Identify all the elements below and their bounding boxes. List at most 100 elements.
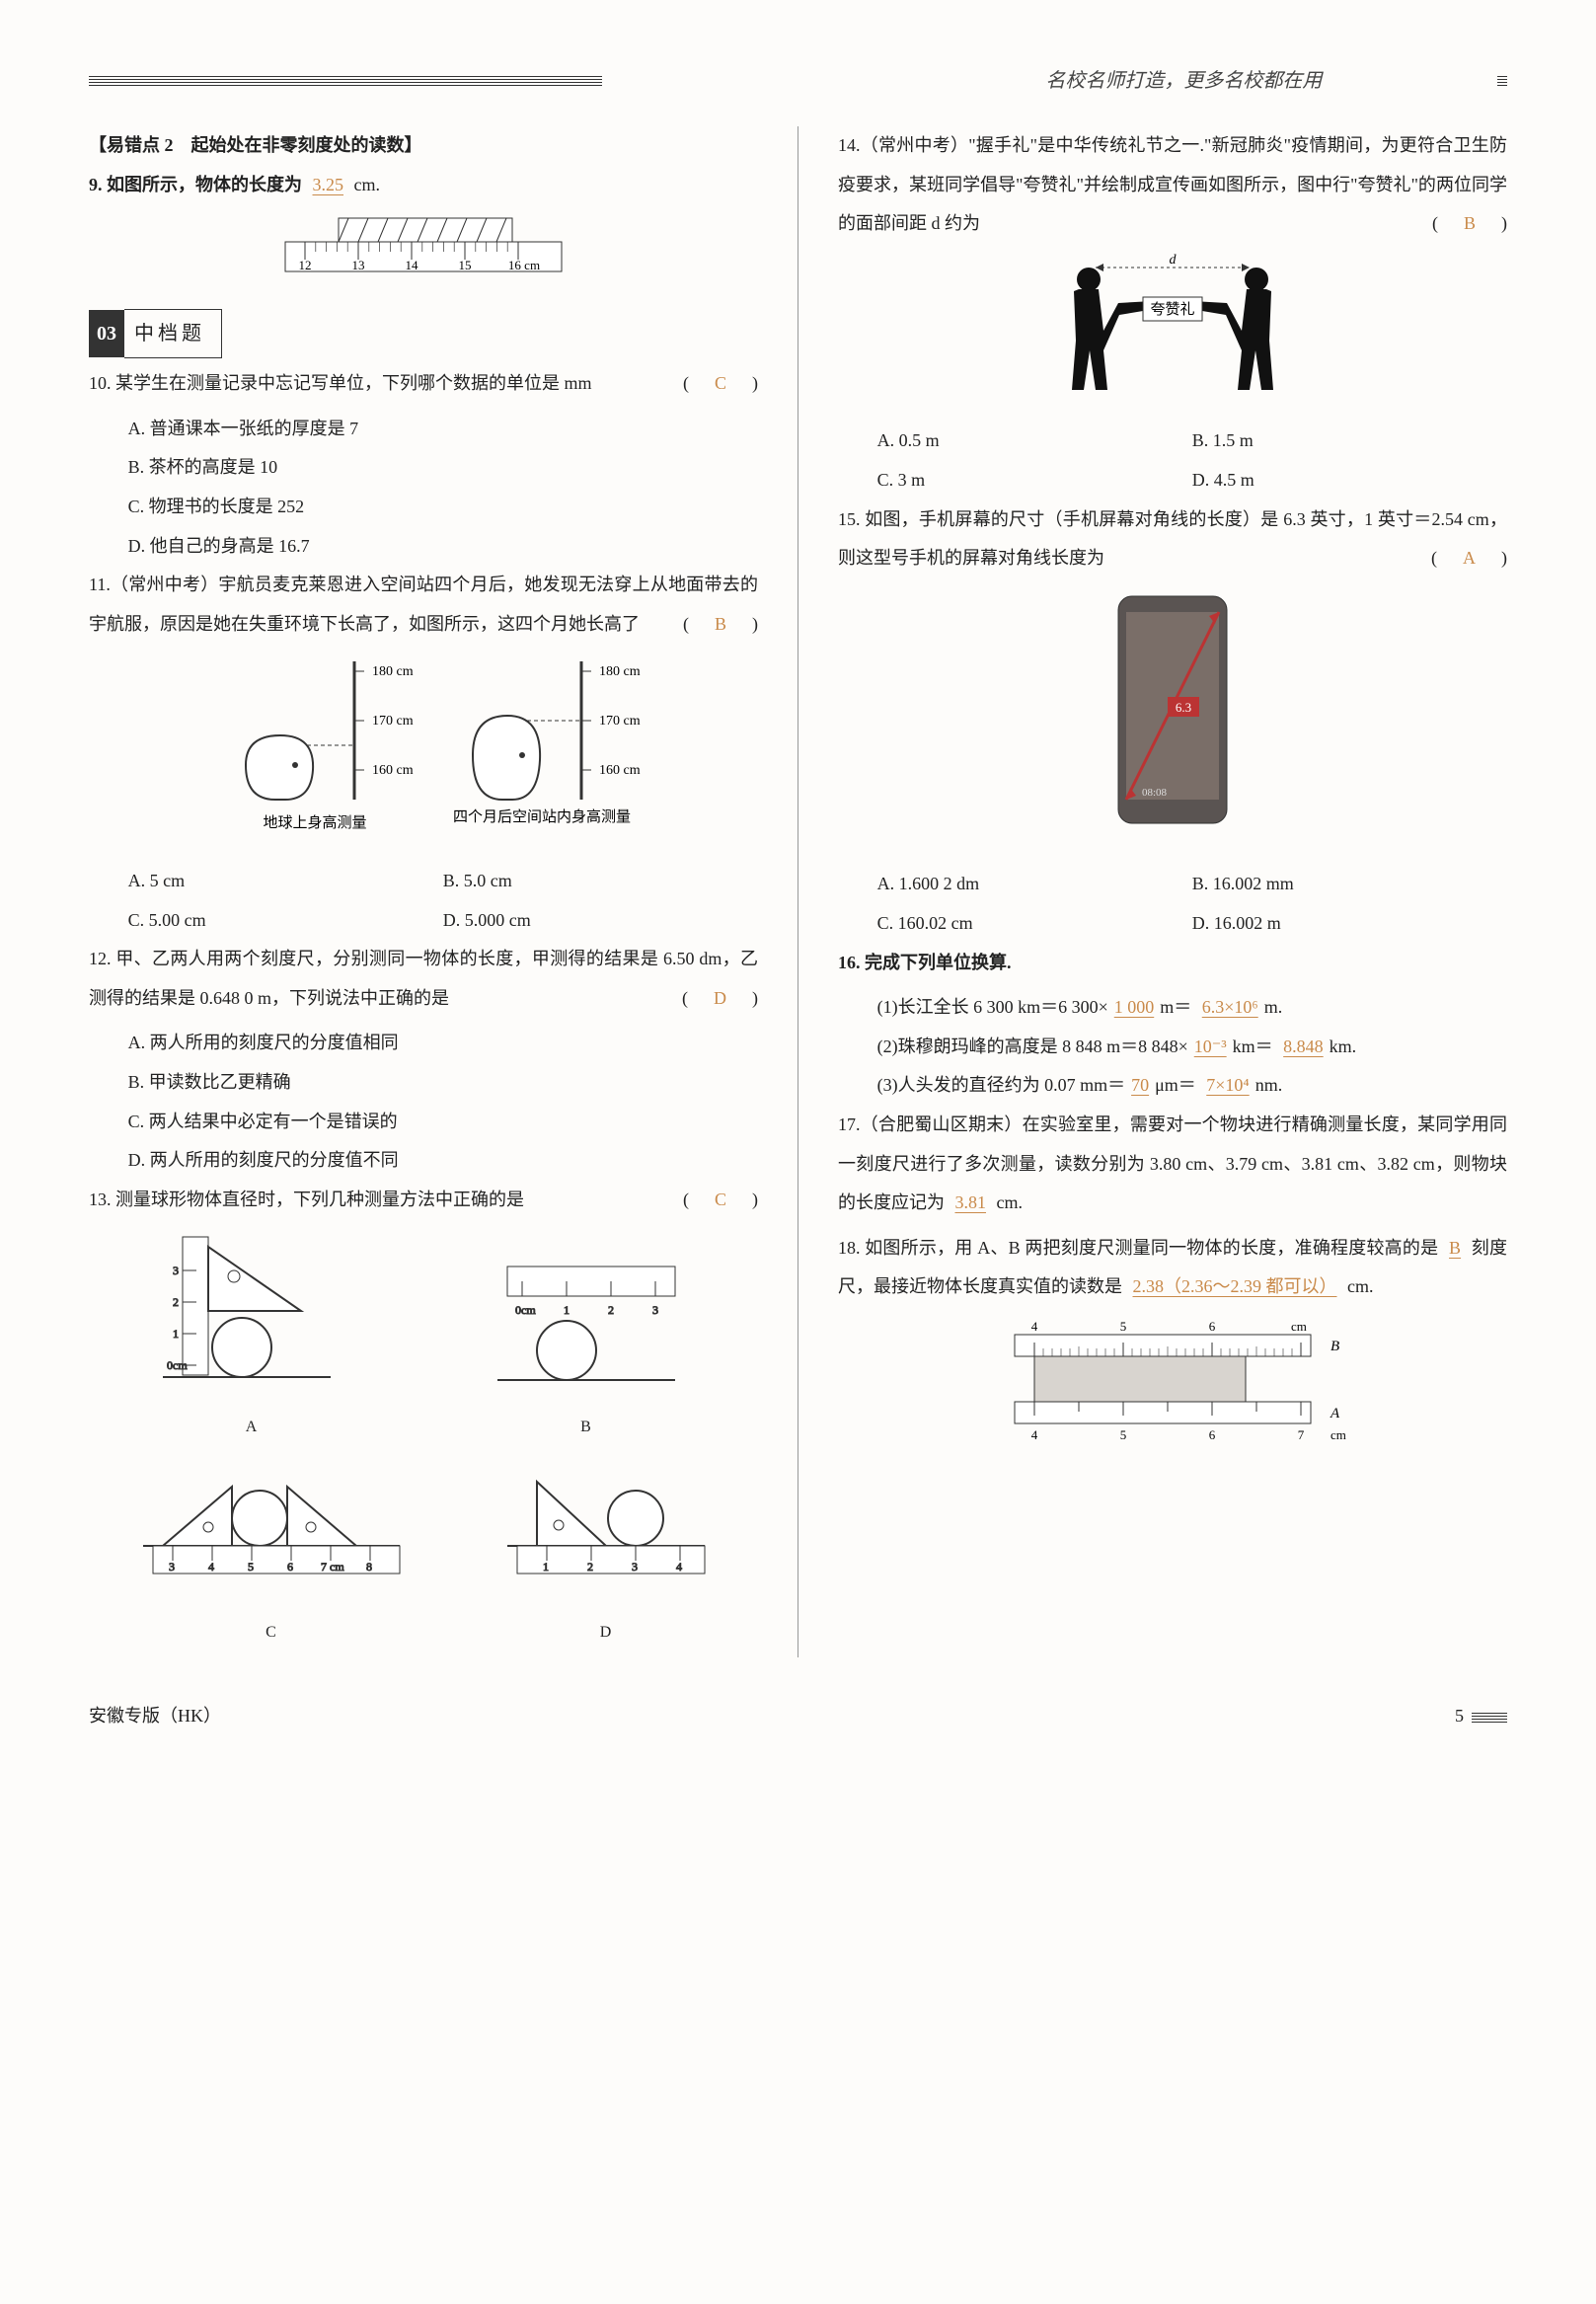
q14-answer-paren: ( B ) [1432, 204, 1507, 244]
q15-answer-paren: ( A ) [1431, 539, 1507, 578]
q10-opt-a: A. 普通课本一张纸的厚度是 7 [128, 410, 758, 449]
q16-p2: (2)珠穆朗玛峰的高度是 8 848 m＝8 848×10⁻³km＝ 8.848… [877, 1028, 1507, 1067]
svg-text:16 cm: 16 cm [508, 258, 540, 272]
svg-text:15: 15 [459, 258, 472, 272]
q11-opts-row2: C. 5.00 cm D. 5.000 cm [89, 901, 758, 941]
svg-text:A: A [1330, 1406, 1340, 1421]
q13-text: 13. 测量球形物体直径时，下列几种测量方法中正确的是 [89, 1190, 524, 1209]
q14-opt-b: B. 1.5 m [1192, 422, 1507, 461]
question-16: 16. 完成下列单位换算. [838, 944, 1507, 983]
header-rule-right [1497, 76, 1507, 86]
q10-answer-paren: ( C ) [683, 364, 758, 404]
q9-figure: 12 13 14 15 16 cm [89, 212, 758, 291]
q11-opt-c: C. 5.00 cm [128, 901, 443, 941]
svg-text:地球上身高测量: 地球上身高测量 [263, 814, 366, 831]
svg-text:B: B [1330, 1339, 1339, 1354]
svg-text:08:08: 08:08 [1142, 787, 1168, 799]
q16-p1: (1)长江全长 6 300 km＝6 300×1 000m＝ 6.3×10⁶m. [877, 988, 1507, 1028]
left-column: 【易错点 2 起始处在非零刻度处的读数】 9. 如图所示，物体的长度为 3.25… [89, 126, 758, 1657]
question-15: 15. 如图，手机屏幕的尺寸（手机屏幕对角线的长度）是 6.3 英寸，1 英寸＝… [838, 500, 1507, 578]
svg-text:6: 6 [1209, 1427, 1216, 1442]
svg-text:1: 1 [564, 1303, 570, 1317]
header-rule-left [89, 76, 602, 86]
question-9: 9. 如图所示，物体的长度为 3.25 cm. [89, 166, 758, 205]
q14-opt-c: C. 3 m [877, 461, 1192, 500]
svg-text:1: 1 [543, 1560, 549, 1574]
q18-figure: 4 5 6 cm B 4 5 6 7 cm A [838, 1315, 1507, 1498]
svg-text:3: 3 [632, 1560, 638, 1574]
q16-text: 16. 完成下列单位换算. [838, 953, 1012, 972]
q9-text-b: cm. [354, 175, 381, 194]
question-10: 10. 某学生在测量记录中忘记写单位，下列哪个数据的单位是 mm ( C ) [89, 364, 758, 404]
page-header: 名校名师打造，更多名校都在用 [89, 59, 1507, 103]
q15-opts-row2: C. 160.02 cm D. 16.002 m [838, 904, 1507, 944]
q10-options: A. 普通课本一张纸的厚度是 7 B. 茶杯的高度是 10 C. 物理书的长度是… [89, 410, 758, 566]
q11-opt-b: B. 5.0 cm [443, 862, 758, 901]
svg-text:2: 2 [173, 1295, 179, 1309]
q14-opt-d: D. 4.5 m [1192, 461, 1507, 500]
q16-parts: (1)长江全长 6 300 km＝6 300×1 000m＝ 6.3×10⁶m.… [838, 988, 1507, 1106]
q13-label-d: D [497, 1615, 715, 1650]
two-column-layout: 【易错点 2 起始处在非零刻度处的读数】 9. 如图所示，物体的长度为 3.25… [89, 126, 1507, 1657]
q14-figure: d 夸赞礼 [838, 252, 1507, 415]
section-03-title: 中档题 [124, 309, 222, 358]
svg-text:7: 7 [1298, 1427, 1305, 1442]
q15-opts-row1: A. 1.600 2 dm B. 16.002 mm [838, 865, 1507, 904]
q18-text-c: cm. [1347, 1276, 1374, 1296]
svg-text:4: 4 [208, 1560, 214, 1574]
svg-text:14: 14 [406, 258, 419, 272]
svg-text:3: 3 [173, 1264, 179, 1277]
q11-opt-a: A. 5 cm [128, 862, 443, 901]
q18-answer1: B [1443, 1238, 1467, 1258]
q15-opt-d: D. 16.002 m [1192, 904, 1507, 944]
q17-answer: 3.81 [950, 1192, 993, 1212]
svg-text:8: 8 [366, 1560, 372, 1574]
q11-figure: 180 cm 170 cm 160 cm 180 cm 170 cm 160 c… [89, 652, 758, 854]
svg-text:四个月后空间站内身高测量: 四个月后空间站内身高测量 [453, 808, 631, 825]
q14-text: 14.（常州中考）"握手礼"是中华传统礼节之一."新冠肺炎"疫情期间，为更符合卫… [838, 135, 1507, 233]
svg-text:180 cm: 180 cm [372, 664, 414, 679]
svg-text:3: 3 [169, 1560, 175, 1574]
q14-opt-a: A. 0.5 m [877, 422, 1192, 461]
svg-text:13: 13 [352, 258, 365, 272]
question-12: 12. 甲、乙两人用两个刻度尺，分别测同一物体的长度，甲测得的结果是 6.50 … [89, 940, 758, 1018]
svg-text:2: 2 [608, 1303, 614, 1317]
q11-text: 11.（常州中考）宇航员麦克莱恩进入空间站四个月后，她发现无法穿上从地面带去的宇… [89, 575, 758, 634]
question-13: 13. 测量球形物体直径时，下列几种测量方法中正确的是 ( C ) [89, 1181, 758, 1220]
error-point-title: 【易错点 2 起始处在非零刻度处的读数】 [89, 126, 758, 166]
svg-text:6: 6 [1209, 1319, 1216, 1334]
q14-opts-row1: A. 0.5 m B. 1.5 m [838, 422, 1507, 461]
svg-text:3: 3 [652, 1303, 658, 1317]
svg-text:12: 12 [299, 258, 312, 272]
q9-text-a: 9. 如图所示，物体的长度为 [89, 175, 302, 194]
q12-options: A. 两人所用的刻度尺的分度值相同 B. 甲读数比乙更精确 C. 两人结果中必定… [89, 1024, 758, 1180]
q15-text: 15. 如图，手机屏幕的尺寸（手机屏幕对角线的长度）是 6.3 英寸，1 英寸＝… [838, 509, 1507, 569]
q11-answer-paren: ( B ) [683, 605, 758, 645]
q10-opt-b: B. 茶杯的高度是 10 [128, 448, 758, 488]
svg-text:6.3: 6.3 [1176, 700, 1191, 715]
svg-text:5: 5 [248, 1560, 254, 1574]
svg-text:0cm: 0cm [167, 1358, 188, 1372]
q13-answer-paren: ( C ) [683, 1181, 758, 1220]
q13-figure-row2: 3 4 5 6 7 cm 8 C [89, 1452, 758, 1650]
q12-opt-a: A. 两人所用的刻度尺的分度值相同 [128, 1024, 758, 1063]
q15-opt-b: B. 16.002 mm [1192, 865, 1507, 904]
svg-text:cm: cm [1330, 1427, 1346, 1442]
question-11: 11.（常州中考）宇航员麦克莱恩进入空间站四个月后，她发现无法穿上从地面带去的宇… [89, 566, 758, 644]
svg-text:0cm: 0cm [515, 1303, 536, 1317]
right-column: 14.（常州中考）"握手礼"是中华传统礼节之一."新冠肺炎"疫情期间，为更符合卫… [838, 126, 1507, 1657]
svg-text:夸赞礼: 夸赞礼 [1150, 301, 1194, 318]
q12-opt-b: B. 甲读数比乙更精确 [128, 1063, 758, 1103]
q9-answer: 3.25 [307, 175, 350, 194]
q15-opt-c: C. 160.02 cm [877, 904, 1192, 944]
section-03-header: 03 中档题 [89, 309, 222, 358]
svg-text:170 cm: 170 cm [599, 714, 641, 729]
q16-p3: (3)人头发的直径约为 0.07 mm＝70μm＝ 7×10⁴nm. [877, 1066, 1507, 1106]
svg-text:160 cm: 160 cm [372, 763, 414, 778]
page-footer: 安徽专版（HK） 5 [89, 1697, 1507, 1736]
question-17: 17.（合肥蜀山区期末）在实验室里，需要对一个物块进行精确测量长度，某同学用同一… [838, 1106, 1507, 1223]
q11-opts-row1: A. 5 cm B. 5.0 cm [89, 862, 758, 901]
q12-answer-paren: ( D ) [682, 979, 758, 1019]
svg-text:6: 6 [287, 1560, 293, 1574]
svg-text:1: 1 [173, 1327, 179, 1341]
